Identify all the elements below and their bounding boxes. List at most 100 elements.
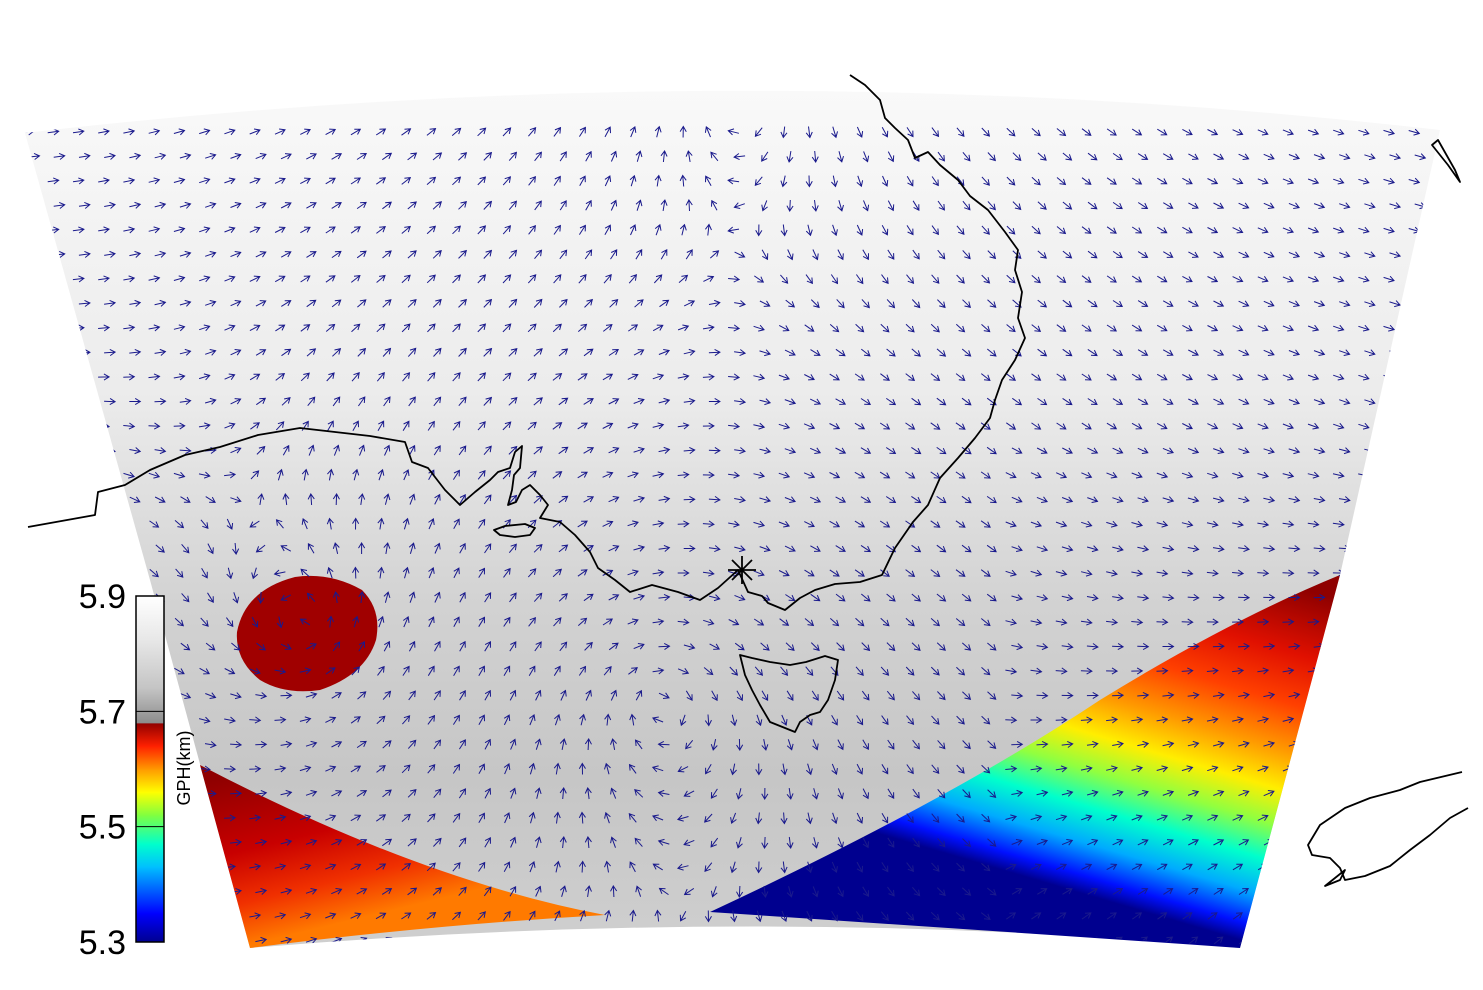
wind-arrow (1238, 839, 1250, 846)
wind-arrow (660, 150, 668, 163)
wind-arrow (633, 593, 646, 601)
wind-arrow (1333, 177, 1345, 185)
wind-arrow (1086, 691, 1099, 700)
wind-arrow (585, 934, 592, 946)
wind-arrow (1213, 349, 1225, 356)
wind-arrow (1408, 324, 1421, 332)
wind-arrow (53, 299, 66, 308)
wind-arrow (786, 836, 794, 849)
wind-arrow (559, 641, 568, 652)
wind-arrow (702, 520, 715, 528)
wind-arrow (1358, 912, 1369, 920)
wind-arrow (810, 299, 820, 309)
wind-arrow (382, 740, 392, 749)
wind-arrow (786, 788, 794, 800)
wind-arrow (679, 910, 687, 922)
wind-arrow (28, 348, 41, 357)
wind-arrow (955, 520, 966, 528)
wind-arrow (123, 668, 135, 675)
wind-arrow (1081, 912, 1092, 920)
wind-arrow (905, 911, 915, 921)
wind-arrow (1156, 422, 1168, 430)
wind-arrow (98, 226, 110, 234)
wind-arrow (230, 838, 243, 846)
wind-arrow (407, 838, 417, 847)
wind-arrow (881, 274, 889, 285)
wind-arrow (306, 299, 317, 308)
wind-arrow (1207, 325, 1219, 332)
wind-arrow (325, 323, 336, 332)
wind-arrow (1232, 814, 1244, 821)
wind-arrow (503, 567, 511, 578)
wind-arrow (1414, 691, 1427, 699)
wind-arrow (123, 765, 136, 773)
wind-arrow (906, 274, 915, 285)
wind-arrow (584, 249, 593, 260)
wind-arrow (677, 471, 690, 479)
wind-arrow (583, 398, 594, 405)
wind-arrow (1031, 422, 1042, 430)
wind-arrow (307, 493, 315, 506)
wind-arrow (173, 226, 186, 234)
wind-arrow (1414, 349, 1427, 357)
wind-arrow (204, 397, 217, 405)
wind-arrow (905, 471, 916, 479)
wind-arrow (428, 518, 435, 530)
wind-arrow (72, 226, 85, 234)
wind-arrow (1207, 227, 1219, 234)
wind-arrow (1313, 202, 1326, 209)
wind-arrow (829, 472, 841, 479)
wind-arrow (299, 765, 312, 773)
wind-arrow (1207, 814, 1219, 821)
wind-arrow (1131, 226, 1143, 234)
wind-arrow (1081, 472, 1093, 479)
wind-arrow (1112, 642, 1125, 651)
wind-arrow (1106, 618, 1119, 626)
wind-arrow (350, 128, 362, 136)
wind-arrow (1358, 765, 1370, 772)
wind-arrow (1383, 667, 1396, 675)
wind-arrow (1263, 202, 1275, 209)
wind-arrow (781, 714, 788, 726)
wind-arrow (276, 468, 284, 481)
wind-arrow (98, 177, 110, 185)
wind-arrow (1005, 716, 1018, 724)
wind-arrow (1112, 691, 1125, 700)
wind-arrow (1188, 398, 1199, 405)
wind-arrow (453, 665, 460, 676)
wind-arrow (553, 274, 562, 284)
wind-arrow (854, 569, 865, 577)
wind-arrow (836, 642, 845, 652)
wind-arrow (426, 862, 436, 872)
wind-arrow (962, 740, 971, 750)
wind-arrow (835, 447, 847, 454)
wind-arrow (1313, 741, 1326, 748)
wind-arrow (610, 199, 618, 211)
wind-arrow (804, 521, 815, 528)
wind-arrow (1332, 471, 1345, 479)
wind-arrow (1081, 814, 1093, 822)
wind-arrow (1408, 520, 1421, 528)
wind-arrow (1157, 912, 1168, 920)
wind-arrow (658, 642, 671, 651)
wind-arrow (78, 790, 91, 798)
wind-arrow (407, 299, 417, 308)
wind-arrow (886, 936, 896, 946)
wind-arrow (47, 324, 60, 332)
wind-arrow (1087, 201, 1098, 210)
wind-arrow (911, 495, 922, 504)
wind-arrow (179, 838, 192, 847)
wind-arrow (552, 471, 563, 479)
wind-arrow (831, 911, 838, 922)
wind-arrow (652, 814, 664, 822)
wind-arrow (1332, 618, 1345, 626)
wind-arrow (780, 274, 789, 284)
wind-arrow (981, 667, 991, 676)
wind-arrow (509, 641, 517, 652)
wind-arrow (1062, 888, 1073, 895)
wind-arrow (534, 249, 543, 260)
wind-arrow (728, 275, 741, 283)
wind-arrow (1137, 740, 1150, 748)
wind-arrow (350, 716, 361, 724)
wind-arrow (1414, 790, 1426, 797)
